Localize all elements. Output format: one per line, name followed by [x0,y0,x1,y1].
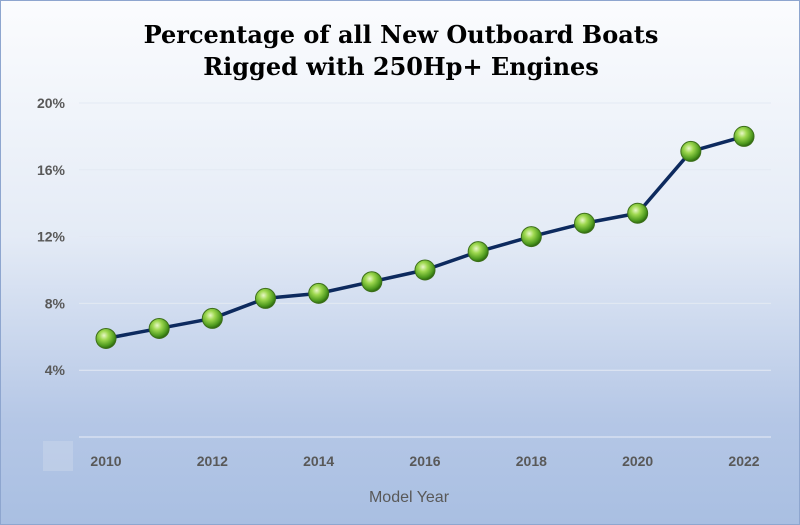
data-point-2018 [520,226,542,248]
y-tick-label: 4% [45,362,66,378]
chart-title: Percentage of all New Outboard Boats Rig… [1,19,799,83]
series-group [95,125,755,349]
chart-title-line-1: Percentage of all New Outboard Boats [143,20,659,49]
data-point-2015 [361,271,383,293]
data-point-2014 [308,282,330,304]
y-tick-label: 12% [37,229,66,245]
data-point-2019 [574,212,595,234]
x-tick-label: 2010 [90,453,121,469]
y-tick-label: 8% [45,295,66,311]
x-tick-label: 2012 [197,453,228,469]
x-tick-label: 2014 [303,453,334,469]
gridlines [79,102,771,438]
series-line [105,134,745,341]
y-tick-label: 16% [37,162,66,178]
x-tick-label: 2016 [409,453,440,469]
data-point-2021 [680,140,702,162]
x-tick-label: 2020 [622,453,653,469]
x-tick-label: 2018 [516,453,547,469]
x-axis-label: Model Year [369,489,450,506]
data-point-2016 [414,259,436,281]
data-point-2020 [627,202,649,224]
x-tick-label: 2022 [728,453,759,469]
chart-title-line-2: Rigged with 250Hp+ Engines [203,52,599,81]
data-point-2013 [255,287,276,309]
data-point-2011 [148,317,170,339]
data-point-2010 [95,327,117,349]
y-axis-ticks: 4% 8% 12% 16% 20% [37,95,66,378]
x-axis-ticks: 2010 2012 2014 2016 2018 2020 2022 [90,453,759,469]
data-point-2022 [733,125,755,147]
y-tick-label: 20% [37,95,66,111]
corner-decoration [43,441,73,471]
data-point-2017 [467,241,489,263]
data-point-2012 [201,307,223,329]
